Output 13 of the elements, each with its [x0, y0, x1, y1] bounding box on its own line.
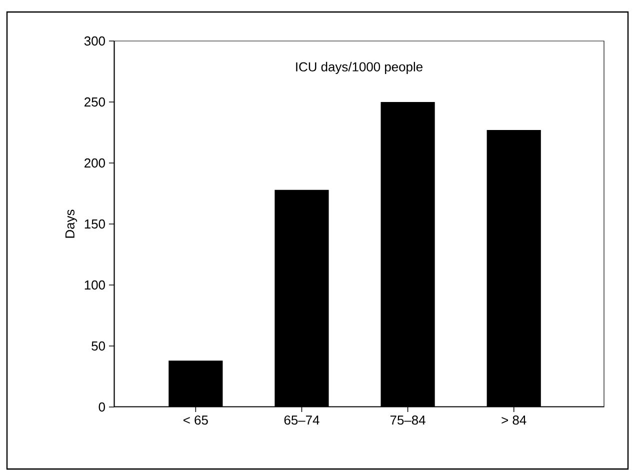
x-tick-label: > 84 [502, 416, 526, 425]
x-tick-label: 75–84 [390, 416, 426, 425]
y-tick-label: 50 [92, 341, 105, 351]
y-tick-label: 0 [98, 402, 105, 412]
y-tick-label: 150 [84, 219, 105, 229]
y-axis-title: Days [65, 210, 78, 238]
y-tick-label: 250 [84, 97, 105, 107]
y-tick-label: 100 [84, 280, 105, 290]
text: ICU days/1000 people [296, 62, 422, 74]
x-tick-label: 65–74 [284, 416, 320, 425]
y-tick-label: 300 [84, 36, 105, 46]
x-tick-label: < 65 [184, 416, 208, 425]
y-tick-label: 200 [84, 158, 105, 168]
